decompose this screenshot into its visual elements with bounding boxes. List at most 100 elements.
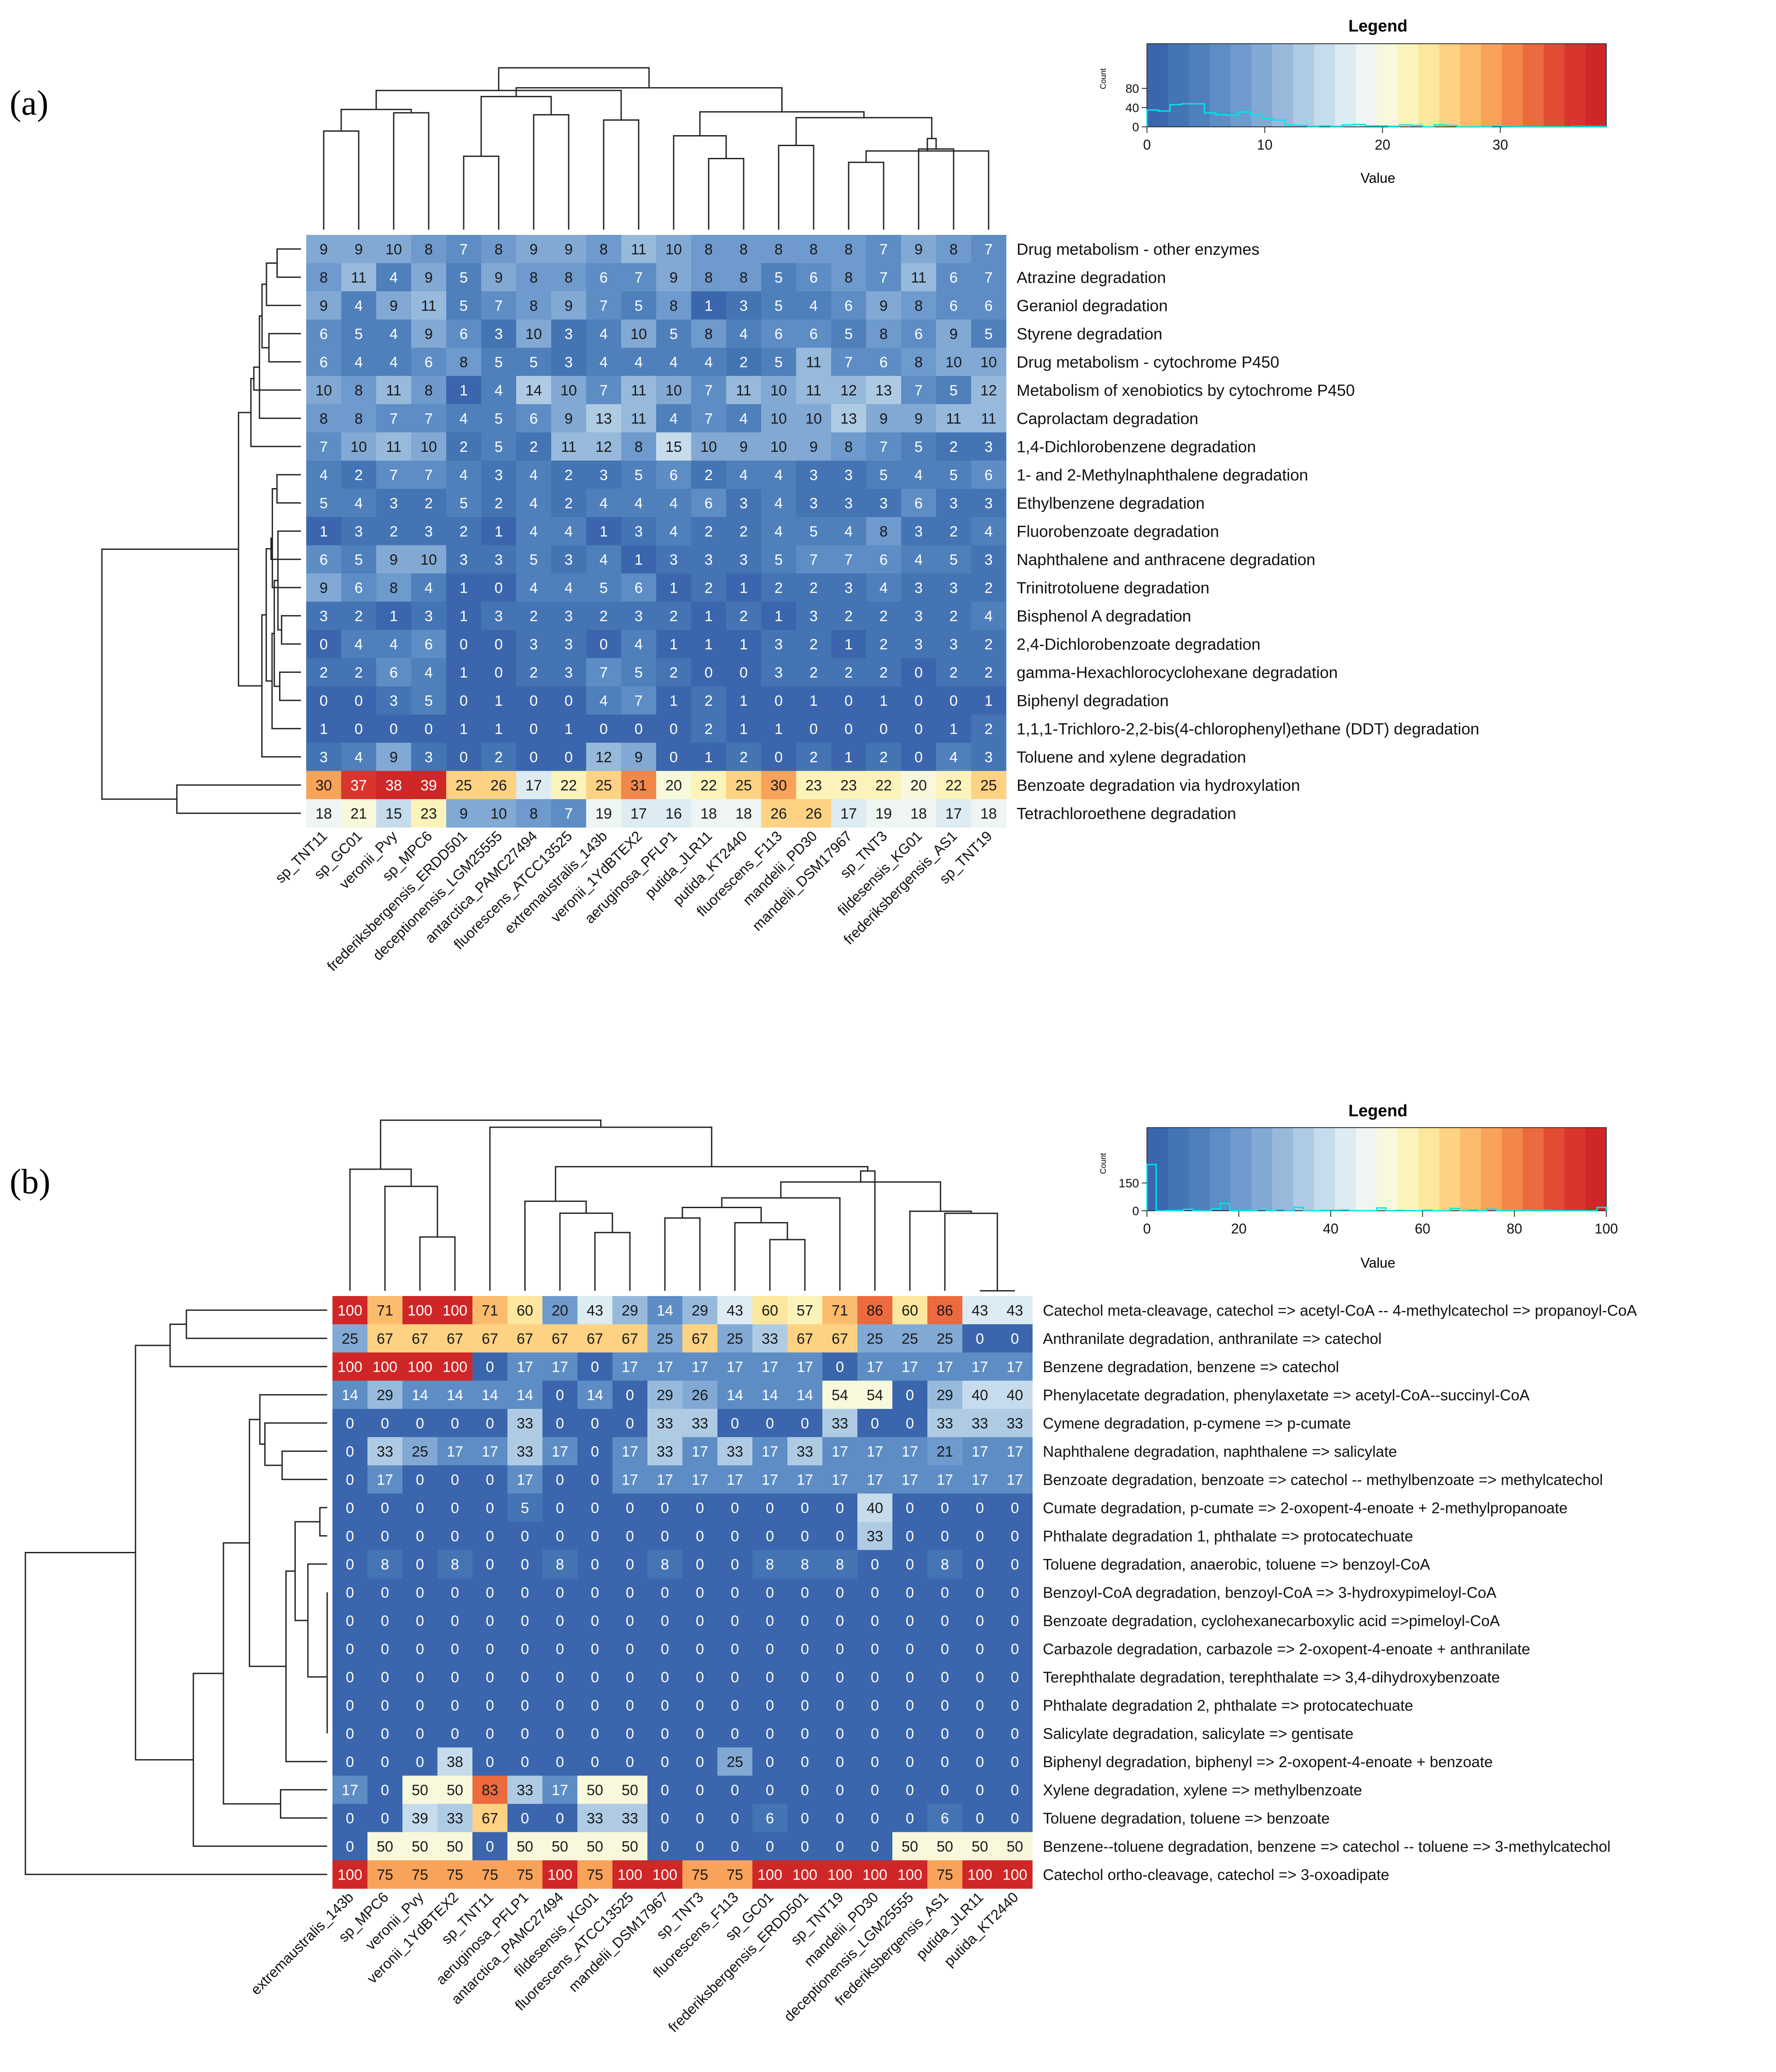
heatmap-cell [796,319,832,348]
cell-value-label: 8 [670,297,678,314]
cell-value-label: 0 [381,1641,389,1657]
cell-value-label: 40 [1007,1387,1023,1404]
cell-value-label: 0 [556,1415,564,1432]
cell-value-label: 11 [946,410,961,427]
cell-value-label: 18 [315,805,332,822]
heatmap-cell [376,743,412,771]
cell-value-label: 0 [696,1754,704,1770]
heatmap-cell [472,1719,508,1748]
cell-value-label: 1 [845,636,853,653]
cell-value-label: 2 [530,664,538,681]
heatmap-cell [621,376,657,405]
heatmap-cell [822,1493,858,1522]
heatmap-cell [367,1550,403,1579]
heatmap-cell [717,1550,753,1579]
cell-value-label: 33 [832,1415,848,1432]
heatmap-cell [831,235,867,263]
heatmap-cell [411,601,447,630]
cell-value-label: 0 [696,1528,704,1544]
heatmap-cell [971,601,1007,630]
cell-value-label: 0 [381,1726,389,1742]
row-label: Caprolactam degradation [1017,410,1198,428]
heatmap-cell [367,1465,403,1494]
cell-value-label: 33 [692,1415,708,1432]
heatmap-cell [621,319,657,348]
cell-value-label: 4 [600,495,608,512]
cell-value-label: 0 [591,1584,599,1601]
cell-value-label: 3 [740,297,748,314]
heatmap-cell [997,1860,1033,1889]
heatmap-cell [997,1437,1033,1466]
cell-value-label: 67 [797,1331,813,1347]
cell-value-label: 3 [915,636,923,653]
cell-value-label: 0 [906,1810,914,1827]
heatmap-cell [971,630,1007,658]
legend-x-tick-label: 10 [1257,137,1273,153]
cell-value-label: 33 [762,1331,778,1347]
dendrogram-branch [673,135,727,230]
cell-value-label: 0 [591,1500,599,1516]
cell-value-label: 2 [670,608,678,625]
heatmap-cell [971,573,1007,602]
cell-value-label: 7 [460,241,468,258]
heatmap-cell [542,1352,578,1381]
cell-value-label: 3 [530,636,538,653]
cell-value-label: 3 [495,552,503,568]
heatmap-cell [936,686,972,715]
heatmap-cell [962,1352,998,1381]
heatmap-cell [306,686,342,715]
heatmap-cell [761,630,797,658]
cell-value-label: 17 [692,1471,708,1488]
heatmap-cell [411,573,447,602]
heatmap-panel-b: (b) 100 71 100 100 71 60 20 43 29 14 29 43 60 57 71 86 6… [10,1102,1637,2035]
cell-value-label: 43 [972,1302,988,1319]
heatmap-cell [752,1437,788,1466]
heatmap-cell [682,1747,718,1776]
cell-value-label: 5 [530,354,538,370]
legend-color-swatch [1230,44,1252,127]
heatmap-cell [367,1691,403,1719]
cell-value-label: 0 [355,692,363,709]
cell-value-label: 40 [972,1387,988,1404]
cell-value-label: 0 [416,1471,424,1488]
heatmap-cell [376,489,412,517]
heatmap-cell [962,1663,998,1691]
cell-value-label: 0 [565,692,573,709]
heatmap-cell [656,291,692,320]
heatmap-cell [542,1550,578,1579]
heatmap-cell [726,263,762,292]
cell-value-label: 7 [565,805,573,822]
cell-value-label: 1 [775,721,783,737]
heatmap-cell [507,1324,543,1353]
heatmap-cell [516,630,552,658]
heatmap-cell [551,601,587,630]
heatmap-cell [796,432,832,461]
cell-value-label: 33 [587,1810,603,1827]
heatmap-cell [892,1493,928,1522]
heatmap-cell [857,1437,893,1466]
heatmap-cell [997,1719,1033,1748]
cell-value-label: 25 [727,1331,743,1347]
cell-value-label: 8 [801,1556,809,1573]
legend-color-swatch [1147,44,1168,127]
heatmap-cell [621,714,657,743]
heatmap-cell [866,489,902,517]
heatmap-cell [507,1606,543,1635]
cell-value-label: 3 [845,467,853,483]
dendrogram-branch [261,283,269,349]
cell-value-label: 0 [1011,1331,1019,1347]
cell-value-label: 7 [425,410,433,427]
cell-value-label: 0 [766,1613,774,1629]
heatmap-cell [516,573,552,602]
heatmap-cell [866,517,902,545]
cell-value-label: 100 [618,1866,643,1883]
cell-value-label: 17 [482,1443,498,1460]
heatmap-cell [831,545,867,574]
heatmap-cell [411,517,447,545]
row-label: Xylene degradation, xylene => methylbenz… [1043,1782,1362,1799]
legend-x-tick-label: 0 [1143,137,1151,153]
heatmap-cell [866,573,902,602]
cell-value-label: 0 [486,1359,494,1375]
heatmap-cell [516,404,552,433]
